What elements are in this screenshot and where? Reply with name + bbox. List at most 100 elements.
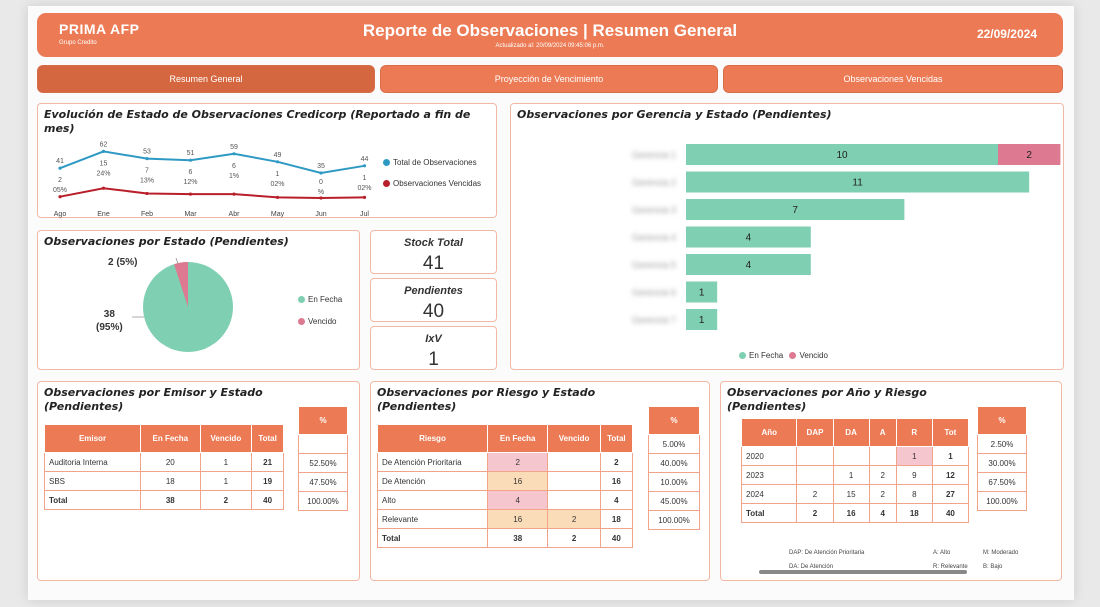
emisor-title-main: Observaciones por Emisor y Estado [44, 386, 263, 399]
bar-category-label: Gerencia 6 [632, 288, 676, 298]
x-tick-label: Ene [97, 211, 110, 218]
gerencia-title: Observaciones por Gerencia y Estado (Pen… [517, 108, 832, 121]
emisor-header-row: Emisor En Fecha Vencido Total [44, 424, 284, 453]
line-point-vencidas [188, 192, 193, 196]
bar-value-label: 4 [746, 233, 752, 244]
table-cell: 1 [832, 465, 870, 485]
riesgo-col-riesgo[interactable]: Riesgo [377, 424, 488, 453]
x-tick-label: Jul [360, 211, 369, 218]
gerencia-panel: Observaciones por Gerencia y Estado (Pen… [510, 103, 1064, 370]
table-cell: 1 [931, 446, 970, 466]
legend-note-dap: DAP: De Atención Prioritaria [789, 550, 865, 556]
brand-logo: PRIMA AFP [59, 21, 140, 37]
riesgo-col-en-fecha[interactable]: En Fecha [486, 424, 549, 453]
gerencia-legend-vencido-swatch [789, 352, 797, 360]
data-label-vencidas: 7 [145, 168, 149, 175]
anio-col-a[interactable]: A [868, 418, 897, 447]
emisor-table: Emisor En Fecha Vencido Total Auditoria … [44, 424, 284, 510]
line-point-total [58, 166, 62, 170]
table-cell: 18 [895, 503, 933, 523]
anio-col-anio[interactable]: Año [740, 418, 798, 447]
x-tick-label: May [271, 211, 285, 218]
evolucion-title: Evolución de Estado de Observaciones Cre… [44, 108, 471, 136]
legend-note-a: A: Alto [933, 550, 951, 556]
line-series-total [59, 150, 365, 175]
table-row: Alto 4 4 [377, 490, 634, 510]
table-cell: 47.50% [298, 472, 348, 492]
estado-pie-chart [132, 257, 233, 352]
data-label-vencidas: 1 [276, 171, 280, 178]
table-cell: 20 [140, 452, 201, 472]
table-cell: 21 [251, 452, 284, 472]
riesgo-pct-table: % 5.00% 40.00% 10.00% 45.00% 100.00% [648, 406, 700, 530]
table-cell: 2 [547, 509, 601, 529]
table-cell: 38 [140, 490, 201, 510]
tab-resumen-general[interactable]: Resumen General [37, 65, 375, 93]
table-cell: 5.00% [648, 434, 700, 454]
anio-col-total[interactable]: Tot [931, 418, 970, 447]
emisor-pct-header[interactable]: % [298, 406, 348, 435]
bar-category-label: Gerencia 3 [632, 205, 676, 215]
data-label-total: 62 [100, 141, 108, 148]
data-label-vencidas: 15 [100, 160, 108, 167]
table-cell: 2 [547, 528, 601, 548]
data-label-total: 44 [361, 156, 369, 163]
tab-observaciones-vencidas[interactable]: Observaciones Vencidas [723, 65, 1063, 93]
data-label-total: 53 [143, 149, 151, 156]
table-cell: 1 [199, 471, 253, 491]
tab-proyeccion-vencimiento[interactable]: Proyección de Vencimiento [380, 65, 718, 93]
x-tick-label: Feb [141, 211, 153, 218]
table-cell: Total [740, 503, 798, 523]
legend-total-label: Total de Observaciones [393, 158, 477, 167]
anio-table: Año DAP DA A R Tot 2020 1 1 2023 1 2 9 1… [740, 418, 970, 523]
table-cell: Alto [377, 490, 488, 510]
line-point-vencidas [232, 192, 236, 196]
pie-slice-vencido [174, 262, 188, 307]
pie-legend-en-fecha-swatch [298, 296, 305, 304]
table-cell: 16 [486, 471, 549, 491]
table-cell: 4 [868, 503, 897, 523]
pie-legend-vencido-swatch [298, 318, 305, 326]
data-label-total: 35 [317, 163, 325, 170]
anio-title-main: Observaciones por Año y Riesgo [727, 386, 927, 399]
table-cell: 67.50% [977, 472, 1027, 492]
emisor-col-vencido[interactable]: Vencido [199, 424, 253, 453]
table-total-row: Total 2 16 4 18 40 [740, 503, 970, 523]
riesgo-col-total[interactable]: Total [599, 424, 634, 453]
emisor-col-emisor[interactable]: Emisor [44, 424, 141, 453]
table-cell: 2 [868, 484, 897, 504]
data-label-total: 49 [274, 152, 282, 159]
bar-value-label: 7 [792, 205, 798, 216]
legend-vencidas: Observaciones Vencidas [383, 179, 481, 188]
table-cell: 40.00% [648, 453, 700, 473]
table-row: 2024 2 15 2 8 27 [740, 484, 970, 504]
table-cell [547, 490, 601, 510]
riesgo-pct-header[interactable]: % [648, 406, 700, 435]
horizontal-scrollbar[interactable] [759, 570, 967, 574]
table-cell: 2.50% [977, 434, 1027, 454]
anio-col-r[interactable]: R [895, 418, 933, 447]
legend-total: Total de Observaciones [383, 158, 477, 167]
table-cell: 40 [599, 528, 634, 548]
table-cell: 2 [199, 490, 253, 510]
anio-pct-header[interactable]: % [977, 406, 1027, 435]
table-cell [832, 446, 870, 466]
emisor-col-en-fecha[interactable]: En Fecha [140, 424, 201, 453]
table-row: De Atención Prioritaria 2 2 [377, 452, 634, 472]
pie-legend-en-fecha-label: En Fecha [308, 295, 343, 304]
anio-panel: Observaciones por Año y Riesgo (Pendiente… [720, 381, 1062, 581]
kpi-stock-label: Stock Total [404, 237, 463, 249]
kpi-ixv-label: IxV [425, 333, 442, 345]
bar-vencido-label: 2 [1026, 150, 1032, 161]
kpi-ixv: IxV 1 [370, 326, 497, 370]
bar-en-fecha [686, 226, 811, 248]
data-label-vencidas-pct: 02% [357, 185, 371, 192]
legend-note-b: B: Bajo [983, 564, 1003, 570]
emisor-col-total[interactable]: Total [251, 424, 284, 453]
table-cell: 16 [832, 503, 870, 523]
riesgo-col-vencido[interactable]: Vencido [547, 424, 601, 453]
anio-col-da[interactable]: DA [832, 418, 870, 447]
anio-col-dap[interactable]: DAP [796, 418, 834, 447]
table-cell: 2 [599, 452, 634, 472]
